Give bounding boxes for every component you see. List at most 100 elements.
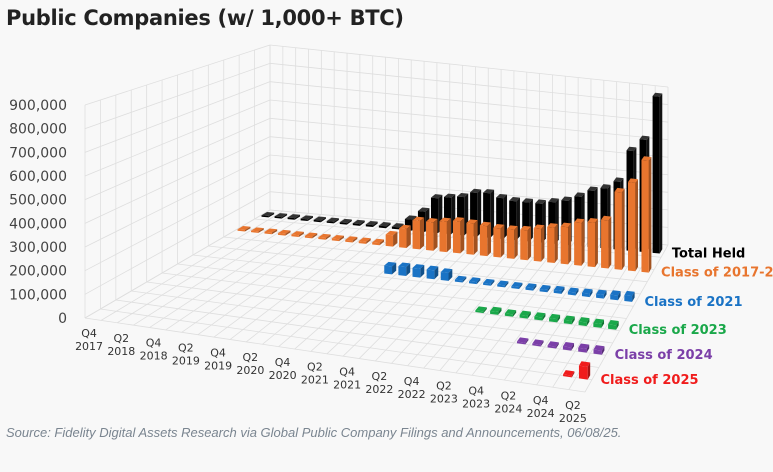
bar-top <box>358 237 371 242</box>
x-tick-label: Q2 2019 <box>172 342 200 368</box>
bar-top <box>519 310 531 316</box>
bar-top <box>444 193 456 198</box>
bar-top <box>593 318 605 324</box>
bar-side <box>581 219 585 266</box>
y-tick-label: 500,000 <box>9 193 67 209</box>
bar-class-of-2023 <box>534 316 543 321</box>
x-tick-label: Q2 2025 <box>559 399 587 425</box>
bar-side <box>601 346 605 355</box>
bar-top <box>587 218 598 223</box>
bar-top <box>287 214 301 219</box>
bar-side <box>519 282 523 289</box>
bar-top <box>417 207 430 212</box>
floor-gridline <box>146 281 613 344</box>
back-wall-gridline <box>269 136 669 176</box>
bar-class-of-2024 <box>547 345 557 349</box>
bar-class-of-2017-20 <box>304 235 313 239</box>
bar-top <box>581 288 593 294</box>
bar-side <box>571 316 575 325</box>
bar-side <box>298 231 304 238</box>
x-tick-label: Q2 2020 <box>236 351 264 377</box>
bar-class-of-2017-20 <box>479 225 488 257</box>
bar-top <box>496 193 508 199</box>
bar-total-held <box>378 225 387 229</box>
bar-side <box>498 307 502 315</box>
bar-top <box>331 235 344 240</box>
bar-top <box>274 213 288 218</box>
bar-class-of-2017-20 <box>601 219 609 269</box>
x-tick-label: Q2 2023 <box>430 380 458 406</box>
floor-gridline <box>115 299 599 368</box>
bar-class-of-2023 <box>549 318 558 323</box>
bar-class-of-2017-20 <box>237 229 245 232</box>
x-tick-label: Q2 2022 <box>365 370 393 396</box>
bar-top <box>593 345 605 351</box>
bar-top <box>412 264 425 269</box>
bar-top <box>574 218 585 224</box>
bar-top <box>490 306 502 312</box>
bar-class-of-2021 <box>412 267 421 278</box>
bar-top <box>520 225 532 231</box>
bar-side <box>603 290 607 299</box>
bar-top <box>549 313 561 320</box>
bar-top <box>578 361 591 367</box>
bar-top <box>365 220 378 226</box>
bar-side <box>587 362 591 380</box>
bar-top <box>468 277 481 283</box>
bar-top <box>251 227 264 232</box>
bar-class-of-2017-20 <box>587 221 596 268</box>
bar-side <box>561 286 565 294</box>
y-tick-label: 0 <box>58 311 67 327</box>
bar-side <box>460 217 465 254</box>
y-tick-label: 800,000 <box>9 122 67 138</box>
floor-gridline <box>100 308 592 381</box>
bar-side <box>420 264 425 278</box>
bar-class-of-2017-20 <box>399 228 407 248</box>
bar-class-of-2024 <box>562 346 572 351</box>
bar-class-of-2021 <box>483 282 491 286</box>
bar-class-of-2017-20 <box>614 191 622 270</box>
bar-top <box>535 199 546 204</box>
bar-side <box>527 226 532 261</box>
bar-top <box>404 215 417 220</box>
bar-side <box>621 188 625 270</box>
legend-label: Class of 2017-20 <box>661 265 773 280</box>
bar-class-of-2023 <box>593 322 602 328</box>
bar-top <box>608 320 619 326</box>
bar-top <box>516 337 529 343</box>
bar-top <box>614 187 625 193</box>
bar-class-of-2023 <box>519 314 528 319</box>
bar-top <box>345 236 358 241</box>
bar-class-of-2017-20 <box>466 223 474 255</box>
bar-class-of-2017-20 <box>345 239 353 243</box>
x-tick-label: Q4 2017 <box>75 327 103 353</box>
bar-top <box>426 265 439 271</box>
bar-side <box>617 291 621 301</box>
bar-top <box>304 232 318 237</box>
bar-class-of-2023 <box>578 321 587 327</box>
bar-top <box>652 92 663 97</box>
bar-side <box>568 223 572 265</box>
x-tick-label: Q4 2018 <box>140 337 168 363</box>
floor-gridline <box>208 245 641 295</box>
x-tick-label: Q4 2021 <box>333 365 361 391</box>
bar-top <box>624 290 635 297</box>
bar-class-of-2021 <box>440 272 449 281</box>
bar-top <box>563 370 575 376</box>
bar-class-of-2017-20 <box>264 231 272 235</box>
bar-top <box>610 290 621 296</box>
bar-side <box>271 229 278 235</box>
bar-top <box>318 233 331 239</box>
bar-top <box>439 217 451 222</box>
bar-top <box>641 156 652 161</box>
bar-top <box>483 278 495 284</box>
floor-gridline <box>84 317 586 393</box>
bar-side <box>648 157 652 273</box>
bar-top <box>339 218 352 223</box>
bar-top <box>562 342 575 348</box>
bar-side <box>352 237 358 243</box>
legend-label: Class of 2021 <box>644 295 742 310</box>
bar-class-of-2023 <box>475 310 484 314</box>
bar-class-of-2017-20 <box>506 229 515 259</box>
